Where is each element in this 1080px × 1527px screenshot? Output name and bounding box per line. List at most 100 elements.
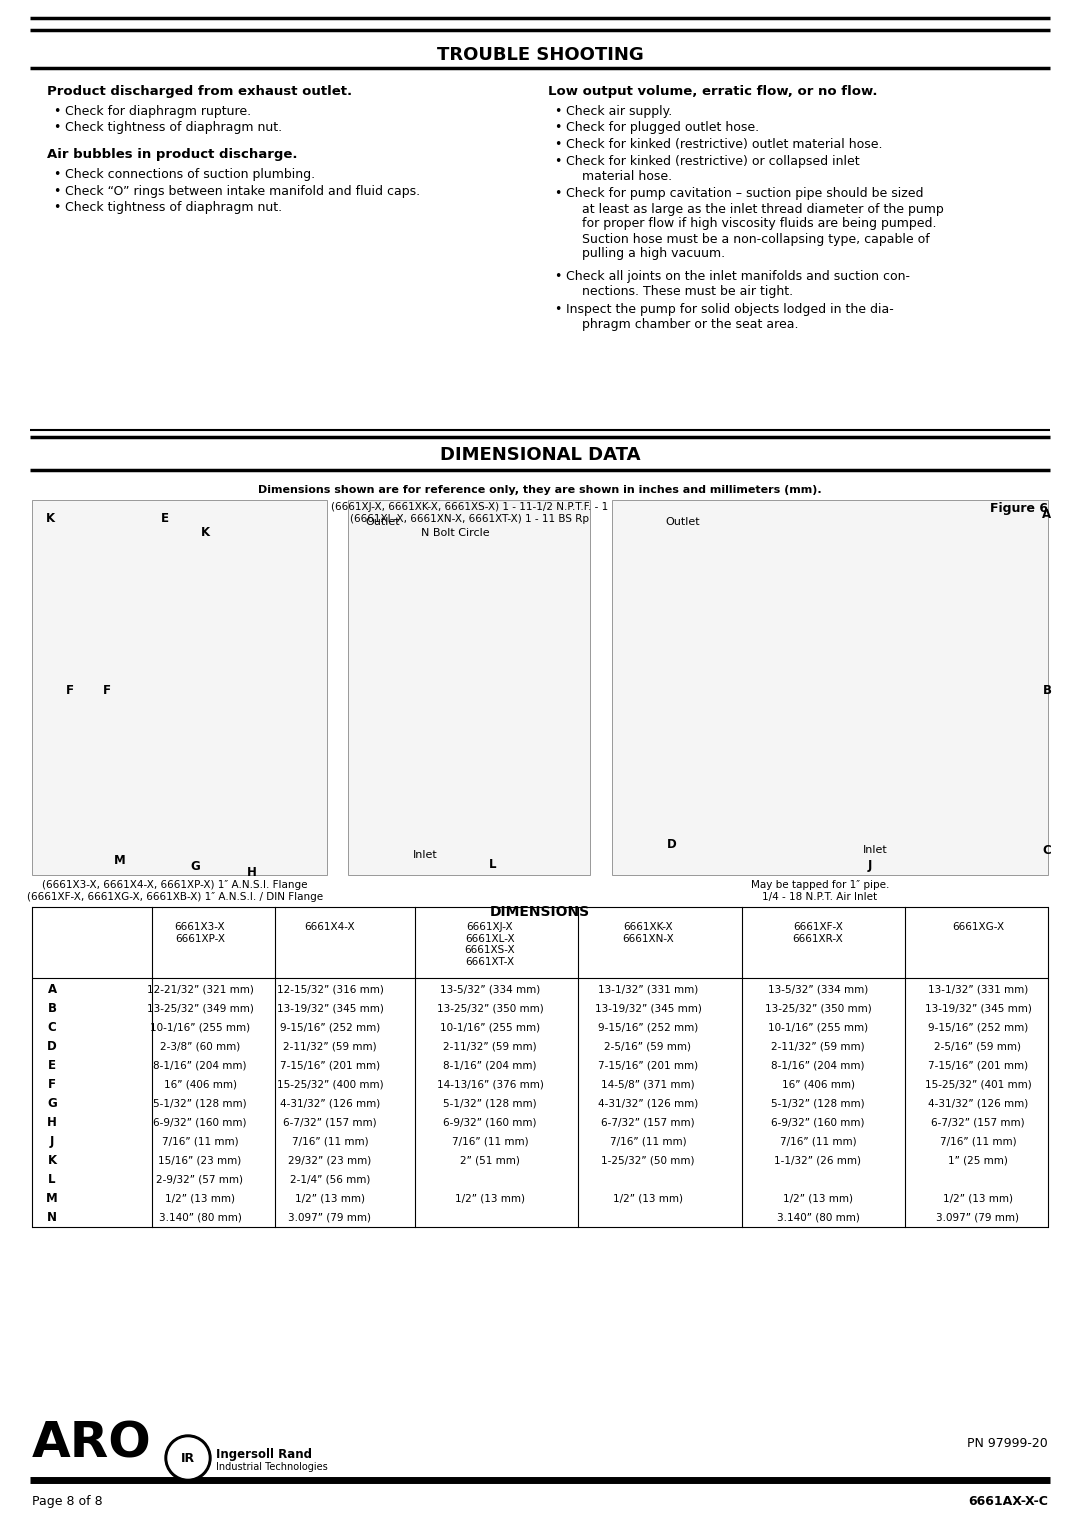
Text: 14-13/16” (376 mm): 14-13/16” (376 mm) (436, 1080, 543, 1089)
Text: K: K (201, 527, 210, 539)
Text: 3.140” (80 mm): 3.140” (80 mm) (777, 1212, 860, 1223)
Text: 3.097” (79 mm): 3.097” (79 mm) (288, 1212, 372, 1223)
Text: 15-25/32” (401 mm): 15-25/32” (401 mm) (924, 1080, 1031, 1089)
Text: PN 97999-20: PN 97999-20 (968, 1437, 1048, 1451)
Text: 13-5/32” (334 mm): 13-5/32” (334 mm) (768, 985, 868, 994)
Text: DIMENSIONAL DATA: DIMENSIONAL DATA (440, 446, 640, 464)
Text: 10-1/16” (255 mm): 10-1/16” (255 mm) (440, 1023, 540, 1032)
Circle shape (168, 1438, 208, 1478)
Text: Check for pump cavitation – suction pipe should be sized
    at least as large a: Check for pump cavitation – suction pipe… (566, 188, 944, 261)
Text: 2-1/4” (56 mm): 2-1/4” (56 mm) (289, 1174, 370, 1185)
Text: 1” (25 mm): 1” (25 mm) (948, 1156, 1008, 1165)
Text: 13-25/32” (350 mm): 13-25/32” (350 mm) (436, 1003, 543, 1014)
Text: 13-19/32” (345 mm): 13-19/32” (345 mm) (924, 1003, 1031, 1014)
Text: Ingersoll Rand: Ingersoll Rand (216, 1448, 312, 1461)
Text: L: L (489, 858, 497, 872)
Text: 6661XG-X: 6661XG-X (951, 922, 1004, 931)
Text: 1/2” (13 mm): 1/2” (13 mm) (943, 1194, 1013, 1203)
Text: Dimensions shown are for reference only, they are shown in inches and millimeter: Dimensions shown are for reference only,… (258, 486, 822, 495)
Text: Check for kinked (restrictive) or collapsed inlet
    material hose.: Check for kinked (restrictive) or collap… (566, 154, 860, 183)
Text: 14-5/8” (371 mm): 14-5/8” (371 mm) (602, 1080, 694, 1089)
Text: 13-1/32” (331 mm): 13-1/32” (331 mm) (598, 985, 698, 994)
Text: F: F (66, 684, 75, 696)
Text: Figure 6: Figure 6 (990, 502, 1048, 515)
Text: B: B (1042, 684, 1052, 696)
Text: Product discharged from exhaust outlet.: Product discharged from exhaust outlet. (48, 86, 352, 98)
Text: N Bolt Circle: N Bolt Circle (421, 528, 489, 538)
Text: Check air supply.: Check air supply. (566, 105, 672, 118)
Text: (6661XF-X, 6661XG-X, 6661XB-X) 1″ A.N.S.I. / DIN Flange: (6661XF-X, 6661XG-X, 6661XB-X) 1″ A.N.S.… (27, 892, 323, 902)
Text: M: M (114, 854, 126, 866)
Text: M: M (46, 1193, 58, 1205)
Text: 5-1/32” (128 mm): 5-1/32” (128 mm) (443, 1098, 537, 1109)
Text: (6661XJ-X, 6661XK-X, 6661XS-X) 1 - 11-1/2 N.P.T.F. - 1: (6661XJ-X, 6661XK-X, 6661XS-X) 1 - 11-1/… (332, 502, 609, 512)
Text: Check “O” rings between intake manifold and fluid caps.: Check “O” rings between intake manifold … (65, 185, 420, 197)
Text: 1/2” (13 mm): 1/2” (13 mm) (455, 1194, 525, 1203)
Text: Check tightness of diaphragm nut.: Check tightness of diaphragm nut. (65, 122, 282, 134)
Text: Inlet: Inlet (413, 851, 437, 860)
Text: B: B (48, 1002, 56, 1015)
Text: 5-1/32” (128 mm): 5-1/32” (128 mm) (771, 1098, 865, 1109)
Text: 6661XF-X
6661XR-X: 6661XF-X 6661XR-X (793, 922, 843, 944)
Text: 1/2” (13 mm): 1/2” (13 mm) (613, 1194, 683, 1203)
Text: Air bubbles in product discharge.: Air bubbles in product discharge. (48, 148, 297, 160)
Text: Check all joints on the inlet manifolds and suction con-
    nections. These mus: Check all joints on the inlet manifolds … (566, 270, 910, 298)
Text: E: E (48, 1060, 56, 1072)
Text: 7/16” (11 mm): 7/16” (11 mm) (610, 1136, 686, 1147)
Text: 7/16” (11 mm): 7/16” (11 mm) (292, 1136, 368, 1147)
Text: Check for plugged outlet hose.: Check for plugged outlet hose. (566, 122, 759, 134)
Text: 1/4 - 18 N.P.T. Air Inlet: 1/4 - 18 N.P.T. Air Inlet (762, 892, 878, 902)
Text: 4-31/32” (126 mm): 4-31/32” (126 mm) (598, 1098, 698, 1109)
Text: 6661AX-X-C: 6661AX-X-C (968, 1495, 1048, 1509)
Text: Check for diaphragm rupture.: Check for diaphragm rupture. (65, 105, 252, 118)
Text: 13-5/32” (334 mm): 13-5/32” (334 mm) (440, 985, 540, 994)
Text: 2-11/32” (59 mm): 2-11/32” (59 mm) (443, 1041, 537, 1052)
Text: 2-11/32” (59 mm): 2-11/32” (59 mm) (771, 1041, 865, 1052)
Text: Low output volume, erratic flow, or no flow.: Low output volume, erratic flow, or no f… (548, 86, 877, 98)
Text: 7-15/16” (201 mm): 7-15/16” (201 mm) (598, 1060, 698, 1070)
Text: 1-1/32” (26 mm): 1-1/32” (26 mm) (774, 1156, 862, 1165)
Text: •: • (53, 122, 60, 134)
Text: 6-9/32” (160 mm): 6-9/32” (160 mm) (771, 1118, 865, 1127)
Text: H: H (48, 1116, 57, 1128)
Text: Page 8 of 8: Page 8 of 8 (32, 1495, 103, 1509)
Text: 8-1/16” (204 mm): 8-1/16” (204 mm) (443, 1060, 537, 1070)
FancyBboxPatch shape (348, 499, 590, 875)
Text: 7/16” (11 mm): 7/16” (11 mm) (940, 1136, 1016, 1147)
Text: D: D (667, 838, 677, 852)
Text: 1/2” (13 mm): 1/2” (13 mm) (295, 1194, 365, 1203)
Text: 13-25/32” (350 mm): 13-25/32” (350 mm) (765, 1003, 872, 1014)
Text: 13-19/32” (345 mm): 13-19/32” (345 mm) (595, 1003, 701, 1014)
Text: A: A (48, 983, 56, 996)
Text: (6661XL-X, 6661XN-X, 6661XT-X) 1 - 11 BS Rp: (6661XL-X, 6661XN-X, 6661XT-X) 1 - 11 BS… (351, 515, 590, 524)
Text: 10-1/16” (255 mm): 10-1/16” (255 mm) (150, 1023, 251, 1032)
Text: K: K (45, 512, 55, 524)
Text: Inspect the pump for solid objects lodged in the dia-
    phragm chamber or the : Inspect the pump for solid objects lodge… (566, 302, 894, 331)
Text: G: G (190, 861, 200, 873)
Text: •: • (53, 168, 60, 182)
Text: 8-1/16” (204 mm): 8-1/16” (204 mm) (153, 1060, 246, 1070)
Text: 6-7/32” (157 mm): 6-7/32” (157 mm) (602, 1118, 694, 1127)
Text: 3.097” (79 mm): 3.097” (79 mm) (936, 1212, 1020, 1223)
Text: 2-9/32” (57 mm): 2-9/32” (57 mm) (157, 1174, 243, 1185)
Text: 8-1/16” (204 mm): 8-1/16” (204 mm) (771, 1060, 865, 1070)
Text: 6661X3-X
6661XP-X: 6661X3-X 6661XP-X (175, 922, 226, 944)
Text: F: F (48, 1078, 56, 1090)
Text: 5-1/32” (128 mm): 5-1/32” (128 mm) (153, 1098, 247, 1109)
Text: A: A (1042, 508, 1052, 522)
Text: 15/16” (23 mm): 15/16” (23 mm) (159, 1156, 242, 1165)
Text: 6661XK-X
6661XN-X: 6661XK-X 6661XN-X (622, 922, 674, 944)
Text: 2” (51 mm): 2” (51 mm) (460, 1156, 519, 1165)
Text: 16” (406 mm): 16” (406 mm) (163, 1080, 237, 1089)
Text: •: • (53, 202, 60, 214)
Text: C: C (48, 1022, 56, 1034)
Circle shape (165, 1435, 211, 1481)
Text: F: F (103, 684, 111, 696)
Text: 4-31/32” (126 mm): 4-31/32” (126 mm) (928, 1098, 1028, 1109)
Text: TROUBLE SHOOTING: TROUBLE SHOOTING (436, 46, 644, 64)
Text: 1/2” (13 mm): 1/2” (13 mm) (783, 1194, 853, 1203)
Text: Outlet: Outlet (665, 518, 700, 527)
Text: 9-15/16” (252 mm): 9-15/16” (252 mm) (928, 1023, 1028, 1032)
Text: •: • (554, 137, 562, 151)
Text: •: • (53, 185, 60, 197)
